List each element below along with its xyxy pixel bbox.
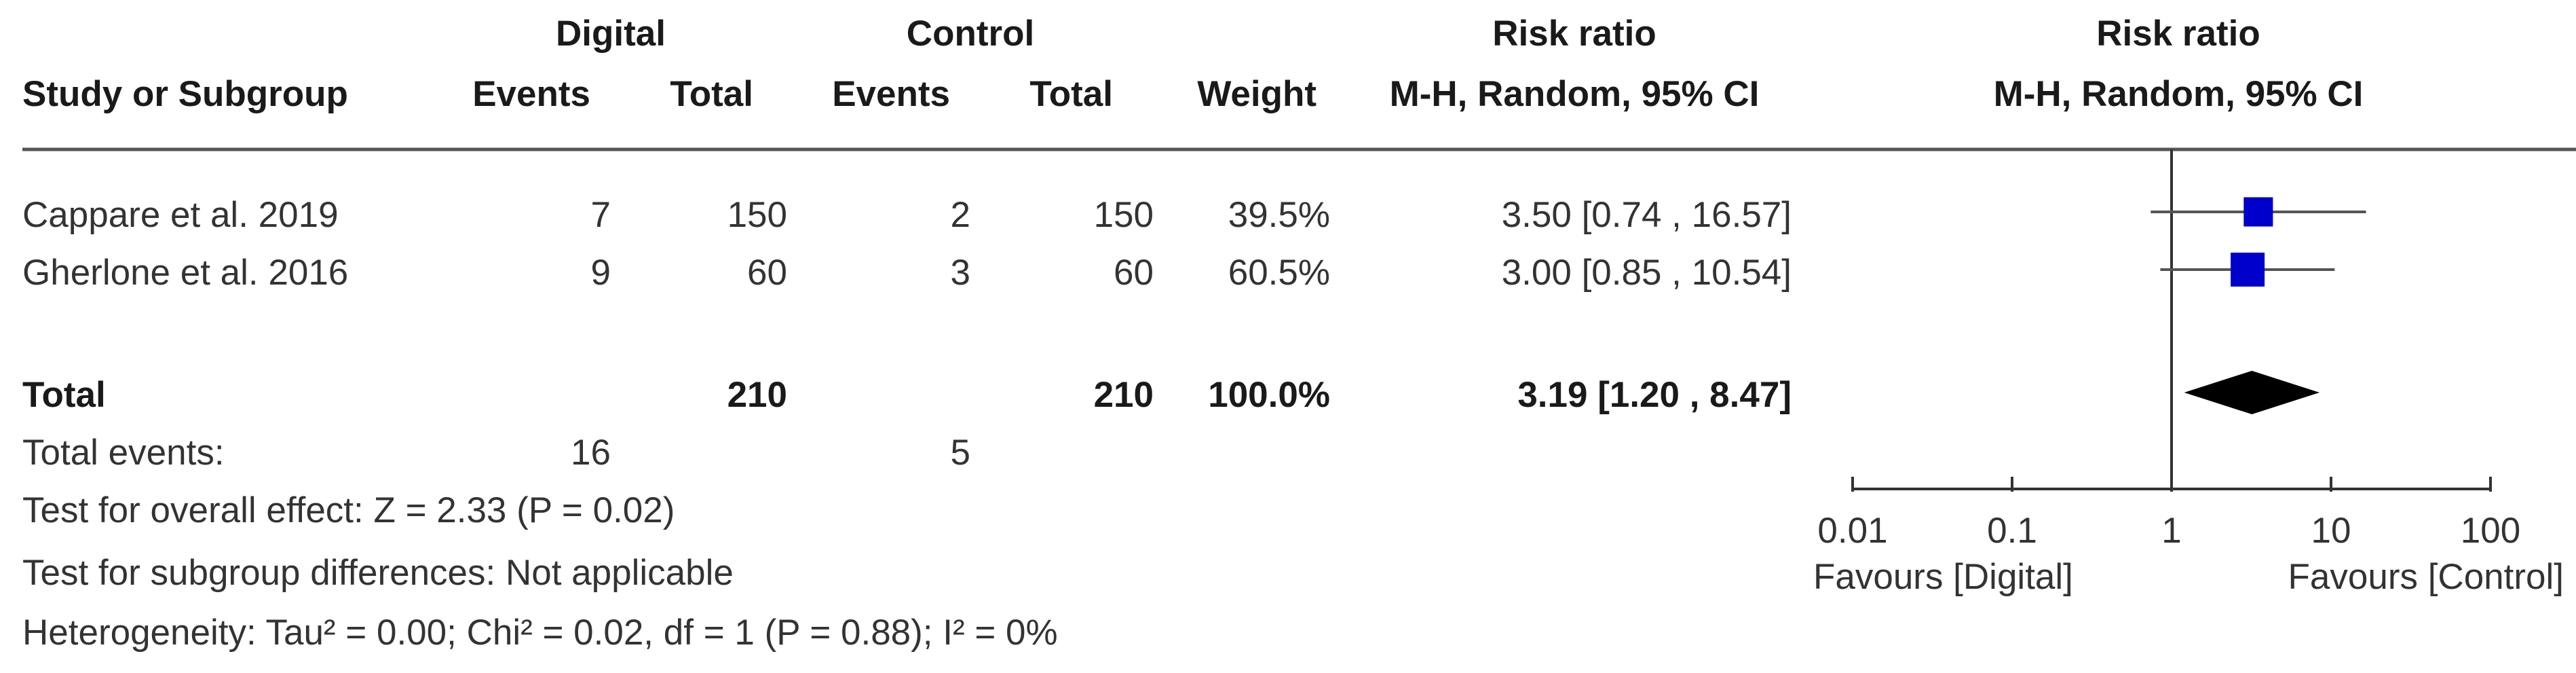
study-effect-marker [2243,197,2273,227]
study-total1: 60 [747,253,787,293]
total-weight: 100.0% [1208,375,1330,415]
total-events2: 5 [950,433,970,473]
study-ci-text: 3.50 [0.74 , 16.57] [1501,195,1792,235]
x-tick-label: 100 [2460,511,2521,551]
study-events1: 7 [590,195,611,235]
study-total1: 150 [727,195,787,235]
study-effect-marker [2231,253,2265,287]
favours-right-label: Favours [Control] [2288,557,2564,597]
study-events2: 2 [950,195,970,235]
x-tick-label: 0.1 [1987,511,2037,551]
risk-ratio-table-header: Risk ratio [1492,14,1656,54]
overall-effect-note: Test for overall effect: Z = 2.33 (P = 0… [22,490,675,530]
x-tick-label: 10 [2311,511,2351,551]
events2-header: Events [832,74,950,114]
x-tick-label: 0.01 [1817,511,1888,551]
events1-header: Events [472,74,590,114]
study-column-header: Study or Subgroup [22,74,348,114]
study-events1: 9 [590,253,611,293]
study-name: Gherlone et al. 2016 [22,253,349,293]
total1-header: Total [670,74,753,114]
method-plot-header: M-H, Random, 95% CI [1993,74,2364,114]
risk-ratio-plot-header: Risk ratio [2096,14,2260,54]
heterogeneity-note: Heterogeneity: Tau² = 0.00; Chi² = 0.02,… [22,613,1058,653]
study-total2: 60 [1114,253,1154,293]
study-name: Cappare et al. 2019 [22,195,339,235]
study-total2: 150 [1093,195,1154,235]
favours-left-label: Favours [Digital] [1813,557,2073,597]
total-label: Total [22,375,106,415]
study-weight: 39.5% [1228,195,1330,235]
digital-group-header: Digital [556,14,666,54]
total-ci-text: 3.19 [1.20 , 8.47] [1517,375,1792,415]
total2-value: 210 [1093,375,1154,415]
study-ci-text: 3.00 [0.85 , 10.54] [1501,253,1792,293]
method-table-header: M-H, Random, 95% CI [1389,74,1760,114]
x-tick-label: 1 [2161,511,2182,551]
total-events-label: Total events: [22,433,225,473]
control-group-header: Control [906,14,1035,54]
study-events2: 3 [950,253,970,293]
total2-header: Total [1029,74,1113,114]
total-events1: 16 [571,433,611,473]
total1-value: 210 [727,375,787,415]
weight-header: Weight [1197,74,1317,114]
study-weight: 60.5% [1228,253,1330,293]
subgroup-test-note: Test for subgroup differences: Not appli… [22,553,734,593]
pooled-effect-diamond [2184,371,2320,414]
